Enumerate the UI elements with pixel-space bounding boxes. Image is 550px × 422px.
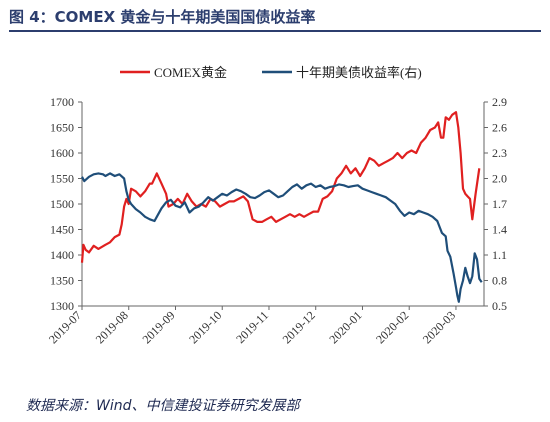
x-tick-label: 2019-12 [280,308,318,346]
treasury-yield-line [81,172,483,303]
right-tick-label: 2.6 [492,121,507,135]
left-tick-label: 1700 [50,95,74,109]
x-tick-label: 2020-01 [326,308,364,346]
legend-treasury-label: 十年期美债收益率(右) [296,65,422,80]
x-tick-label: 2019-10 [186,308,224,346]
title-rule [9,30,541,32]
left-tick-label: 1600 [50,146,74,160]
left-tick-label: 1350 [50,274,74,288]
right-tick-label: 1.1 [492,248,507,262]
right-tick-label: 2.9 [492,95,507,109]
right-tick-label: 2.0 [492,172,507,186]
left-tick-label: 1550 [50,172,74,186]
figure-header: 图 4：COMEX 黄金与十年期美国国债收益率 [0,0,550,34]
right-tick-label: 0.8 [492,274,507,288]
left-tick-label: 1500 [50,197,74,211]
right-tick-label: 0.5 [492,299,507,313]
source-note: 数据来源：Wind、中信建投证券研究发展部 [26,398,300,414]
legend-gold-label: COMEX黄金 [154,65,227,80]
left-tick-label: 1650 [50,121,74,135]
figure-title: 图 4：COMEX 黄金与十年期美国国债收益率 [9,8,316,26]
x-tick-label: 2020-03 [420,308,458,346]
left-tick-label: 1300 [50,299,74,313]
right-tick-label: 2.3 [492,146,507,160]
x-tick-label: 2019-08 [93,308,131,346]
x-tick-label: 2019-09 [139,308,177,346]
x-tick-label: 2019-11 [233,308,271,346]
dual-axis-line-chart: 1300 1350 1400 1450 1500 1550 1600 1650 1700 0.5 0… [46,65,507,346]
gold-price-line [80,111,481,263]
left-tick-label: 1400 [50,248,74,262]
left-tick-label: 1450 [50,223,74,237]
right-tick-label: 1.7 [492,197,507,211]
x-tick-label: 2020-02 [373,308,411,346]
right-tick-label: 1.4 [492,223,507,237]
x-tick-label: 2019-07 [46,308,84,346]
